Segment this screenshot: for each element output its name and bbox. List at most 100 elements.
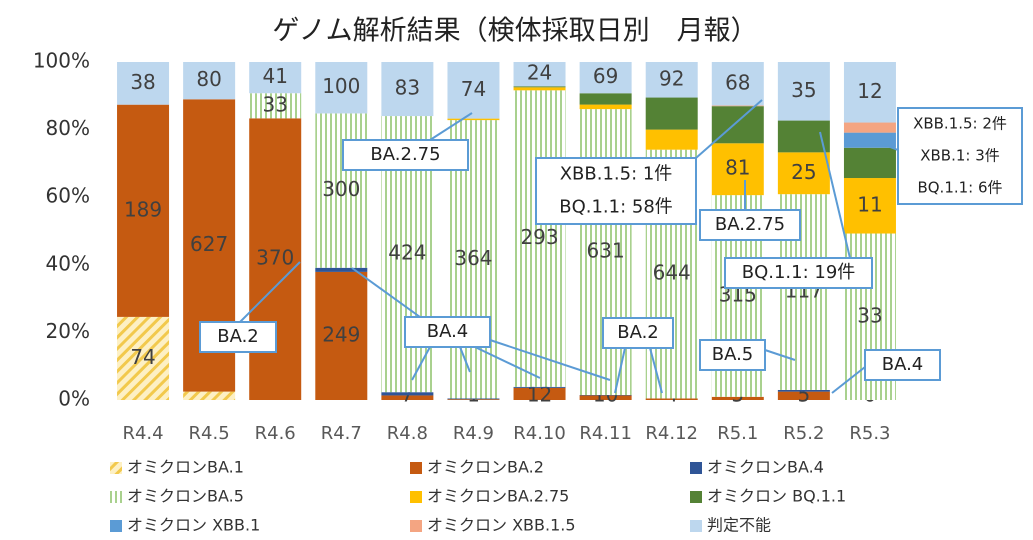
data-label: 92 [659,66,684,90]
bar-segment [381,395,434,400]
legend-label: オミクロンBA.5 [127,487,244,506]
callout-line [831,366,866,394]
legend-swatch [410,462,422,474]
chart-title: ゲノム解析結果（検体採取日別 月報） [272,16,757,47]
callout-box [342,139,469,171]
data-label: 24 [527,61,552,85]
callout-line [649,347,663,394]
data-label: 364 [454,246,492,270]
legend-label: 判定不能 [707,516,771,535]
x-tick-label: R4.10 [513,423,566,444]
data-label: 100 [322,74,360,98]
y-tick-label: 100% [33,49,90,73]
callout-text: BA.2.75 [370,144,440,165]
legend-swatch [690,462,702,474]
legend-swatch [410,491,422,503]
legend-swatch [690,491,702,503]
data-label: 83 [395,76,420,100]
bar-segment [117,62,170,105]
callout-box [897,107,1023,205]
legend-label: オミクロンBA.1 [127,458,244,477]
data-label: 189 [124,197,162,221]
bar-segment [183,62,236,100]
callout-text: BA.2 [617,322,659,343]
y-tick-label: 20% [46,319,90,343]
data-label: 69 [593,64,618,88]
y-tick-label: 0% [58,387,90,411]
bar-segment [381,62,434,117]
y-tick-label: 60% [46,184,90,208]
x-tick-label: R4.5 [189,423,230,444]
bar-segment [777,389,830,392]
bar-segment [711,396,764,400]
bar-segment [777,62,830,121]
data-label: 41 [262,64,287,88]
bar-segment [777,152,830,195]
data-label: 81 [725,156,750,180]
bar-segment [843,122,896,133]
legend-label: オミクロン XBB.1 [127,516,260,535]
bar-segment [447,118,500,121]
bar-segment [513,86,566,88]
legend-label: オミクロンBA.2 [427,458,544,477]
callout-text: BA.2.75 [715,214,785,235]
callout-line [351,267,421,318]
bar-segment [381,392,434,396]
callout-text: BQ.1.1: 19件 [742,262,856,283]
callout-line [429,112,473,141]
bar-segment [777,391,830,400]
x-tick-label: R4.11 [579,423,632,444]
data-label: 38 [130,70,155,94]
callout-text: BA.2 [217,326,259,347]
bar-segment [315,267,368,272]
callout-line [819,131,851,259]
bar-segment [249,93,302,119]
data-label: 35 [791,78,816,102]
bar-segment [249,118,302,400]
bar-segment [183,391,236,400]
callout-box [699,339,766,371]
bar-segment [711,62,764,106]
callout-text: XBB.1: 3件 [920,147,1000,165]
bar-segment [447,62,500,119]
bar-segment [513,90,566,387]
data-label: 80 [196,67,221,91]
x-tick-label: R5.2 [783,423,824,444]
legend-swatch [110,491,122,503]
bar-segment [645,398,698,400]
bar-segment [579,93,632,105]
bar-segment [645,97,698,130]
x-tick-label: R4.8 [387,423,428,444]
bar-segment [843,62,896,123]
callout-line [614,347,626,394]
bar-segment [249,62,302,94]
x-tick-label: R4.7 [321,423,362,444]
bar-segment [579,62,632,94]
bar-segment [711,105,764,107]
callout-box [699,209,801,241]
data-label: 631 [587,239,625,263]
callout-text: BA.4 [427,321,469,342]
callout-box [864,349,941,381]
data-label: 300 [322,177,360,201]
bar-segment [513,87,566,91]
bar-segment [513,387,566,400]
legend-label: オミクロン XBB.1.5 [427,516,576,535]
data-label: 11 [857,192,882,216]
x-tick-label: R4.12 [645,423,698,444]
legend-swatch [110,462,122,474]
x-tick-label: R5.1 [717,423,758,444]
callout-line [474,346,541,379]
callout-text: BA.5 [712,344,754,365]
data-label: 74 [130,345,155,369]
bar-segment [843,178,896,234]
callout-box [602,317,674,349]
bar-segment [513,386,566,388]
callout-line [411,346,431,381]
callout-line [239,261,301,323]
data-label: 74 [461,77,486,101]
bar-segment [447,398,500,400]
callout-box [724,257,873,289]
data-label: 627 [190,232,228,256]
